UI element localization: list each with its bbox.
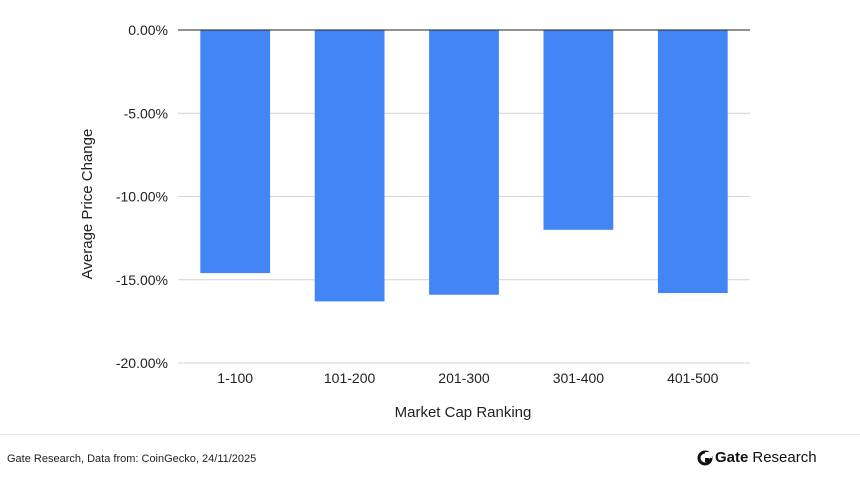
brand-logo: Gate Research [697, 449, 817, 466]
x-tick-label: 1-100 [217, 370, 253, 386]
y-axis-ticks: 0.00% -5.00% -10.00% -15.00% -20.00% [116, 22, 168, 371]
source-note: Gate Research, Data from: CoinGecko, 24/… [7, 453, 257, 465]
gate-logo-icon [697, 450, 713, 465]
y-tick-label: -15.00% [116, 272, 168, 288]
x-axis-title: Market Cap Ranking [395, 404, 532, 421]
bar [543, 30, 614, 230]
bar [200, 30, 271, 274]
x-tick-label: 101-200 [324, 370, 376, 386]
y-tick-label: -20.00% [116, 355, 168, 371]
x-tick-label: 301-400 [553, 370, 605, 386]
brand-suffix: Research [752, 449, 817, 466]
bar-chart: 0.00% -5.00% -10.00% -15.00% -20.00% 1-100 10… [79, 22, 750, 421]
y-axis-title: Average Price Change [79, 129, 96, 280]
x-axis-ticks: 1-100 101-200 201-300 301-400 401-500 [217, 370, 718, 386]
y-tick-label: -5.00% [124, 105, 168, 121]
footer-divider [0, 434, 860, 435]
bar [657, 30, 728, 294]
x-tick-label: 401-500 [667, 370, 719, 386]
brand-name: Gate [715, 449, 749, 466]
y-tick-label: 0.00% [128, 22, 168, 38]
bars [200, 30, 728, 302]
x-tick-label: 201-300 [438, 370, 490, 386]
bar [314, 30, 385, 302]
y-tick-label: -10.00% [116, 189, 168, 205]
bar [429, 30, 499, 295]
